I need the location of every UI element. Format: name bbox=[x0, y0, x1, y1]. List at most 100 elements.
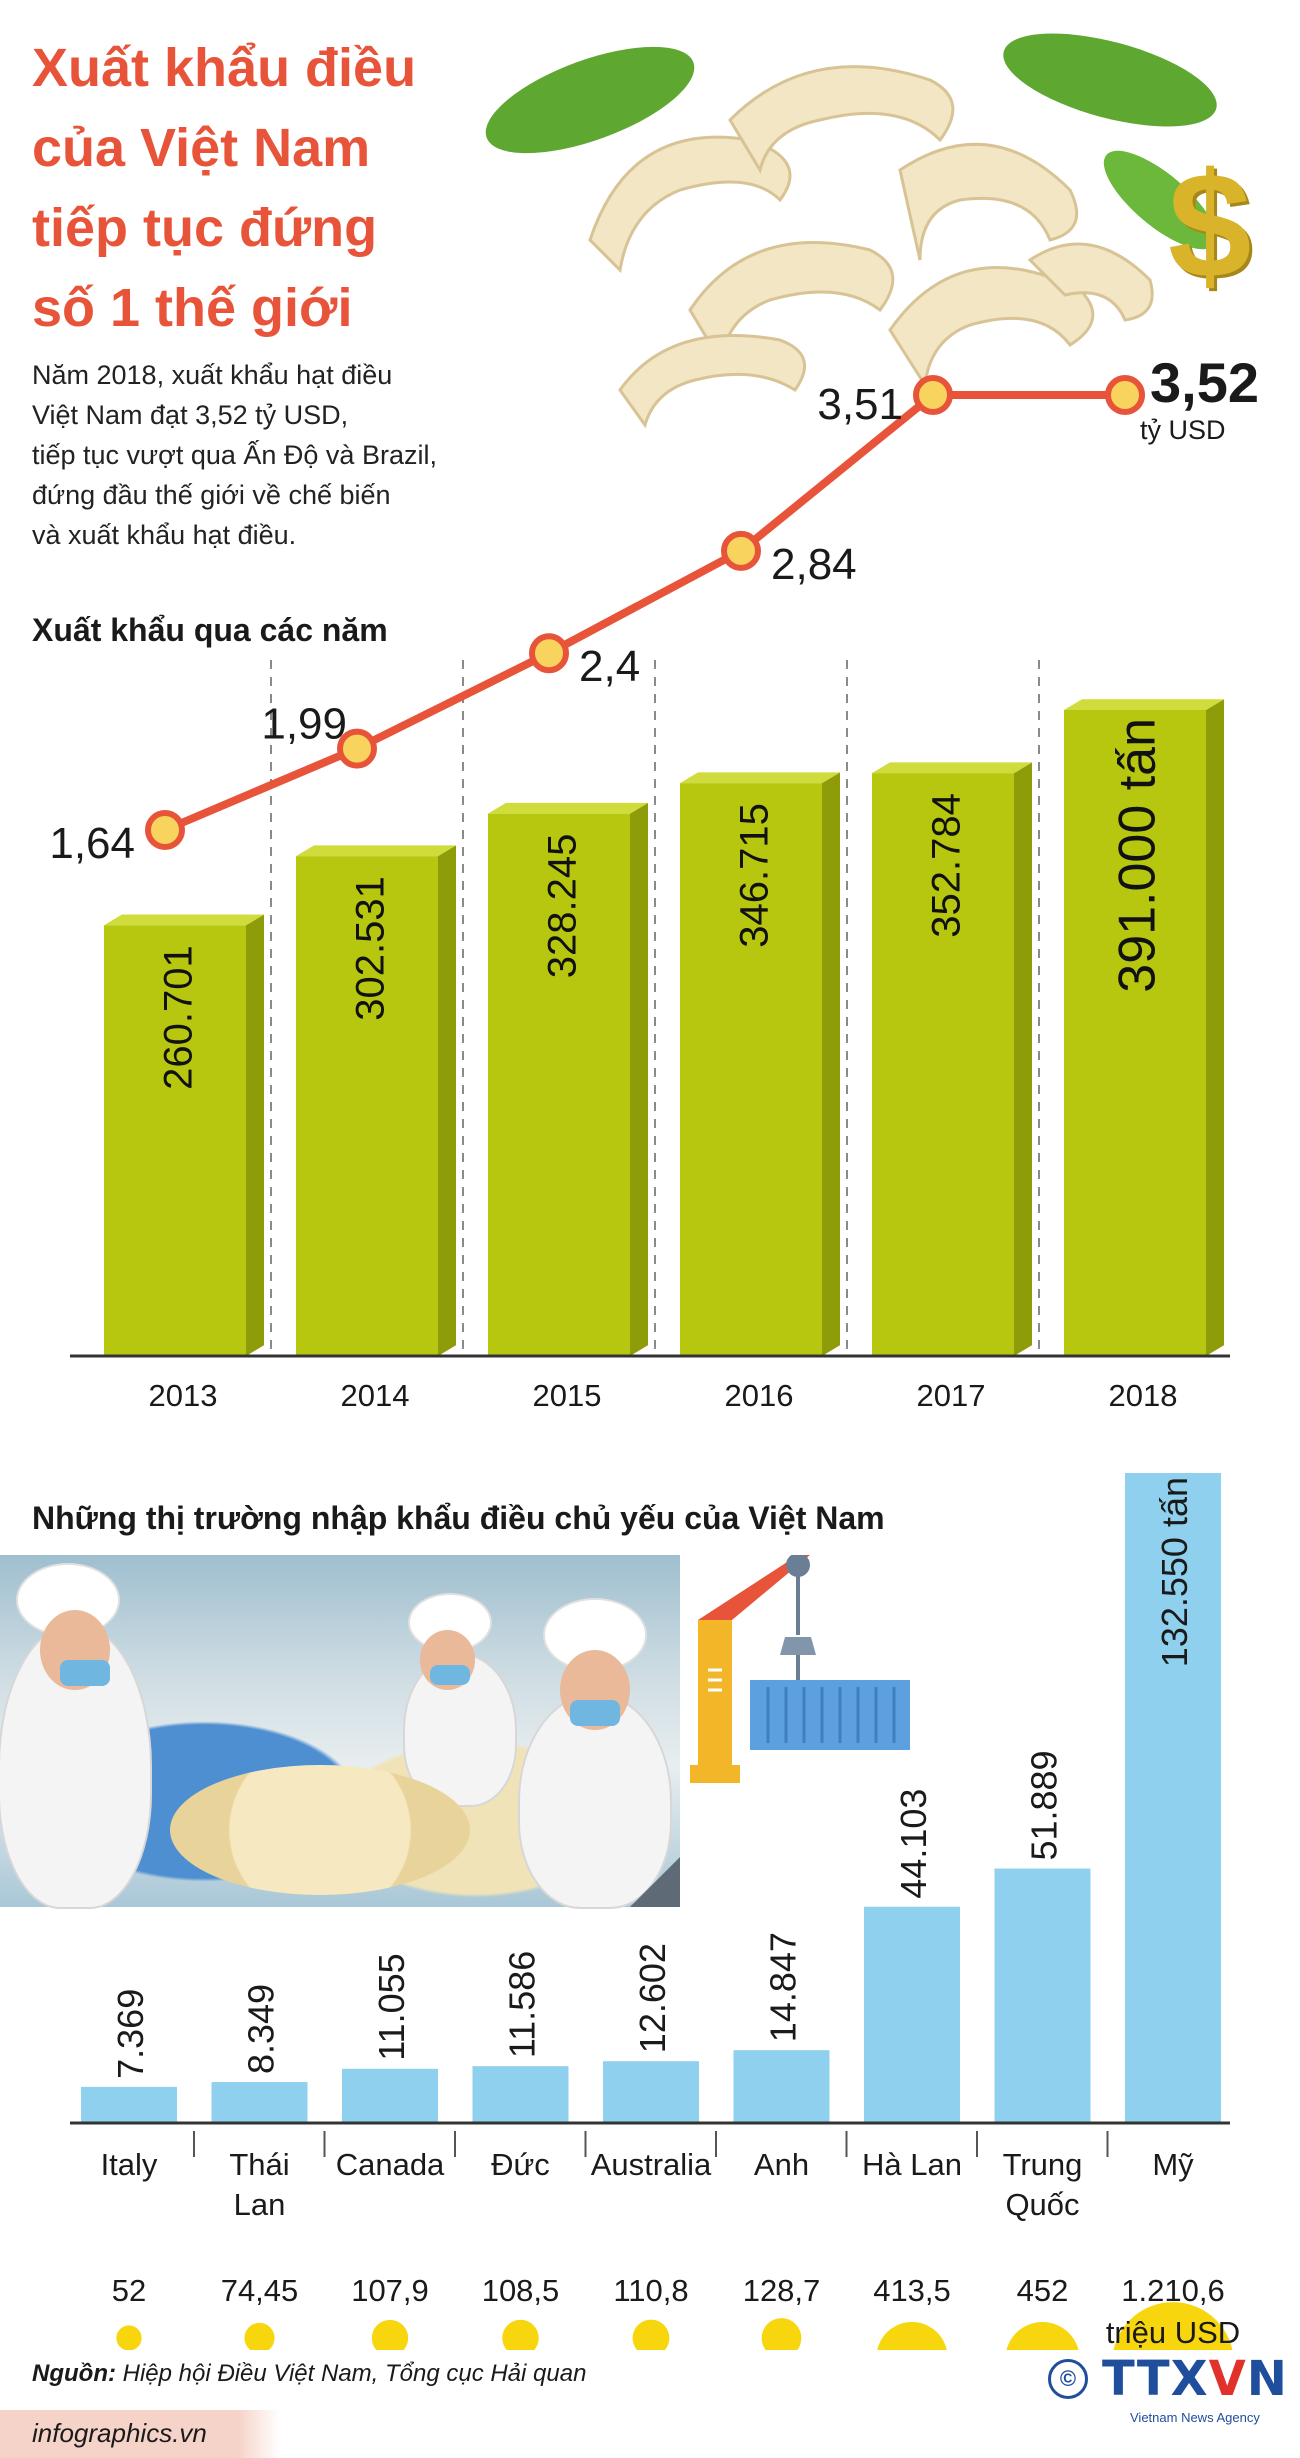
footer-site[interactable]: infographics.vn bbox=[32, 2418, 207, 2448]
value-line bbox=[163, 391, 1125, 834]
title-line: số 1 thế giới bbox=[32, 278, 353, 338]
bar-side bbox=[1014, 762, 1032, 1356]
usd-bubble bbox=[1113, 2302, 1233, 2350]
copyright-icon: © bbox=[1048, 2359, 1088, 2399]
market-value-label: 44.103 bbox=[893, 1789, 934, 1899]
value-label: 3,51 bbox=[817, 380, 903, 429]
crane-icon bbox=[690, 1555, 910, 1783]
usd-value-label: 452 bbox=[1017, 2273, 1069, 2308]
bar-value-label: 391.000 tấn bbox=[1109, 718, 1167, 993]
value-point bbox=[913, 375, 953, 415]
usd-value-label: 107,9 bbox=[351, 2273, 429, 2308]
x-tick-label: 2014 bbox=[341, 1378, 410, 1413]
market-bar bbox=[1125, 1473, 1221, 2123]
usd-value-label: 128,7 bbox=[743, 2273, 821, 2308]
bar-front bbox=[296, 856, 438, 1356]
logo-text-right: N bbox=[1246, 2351, 1288, 2407]
bar-value-label: 302.531 bbox=[349, 876, 393, 1021]
usd-value-label: 413,5 bbox=[873, 2273, 951, 2308]
intro-line: đứng đầu thế giới về chế biến bbox=[32, 480, 391, 510]
bar-front bbox=[488, 813, 630, 1356]
logo-text-left: TTX bbox=[1102, 2351, 1209, 2407]
usd-bubble bbox=[877, 2322, 947, 2350]
bar-top bbox=[296, 845, 456, 857]
bar-top bbox=[104, 914, 264, 926]
export-chart: 260.701 2013 302.531 2014 328.245 2015 346.715… bbox=[49, 375, 1230, 1413]
ttxvn-logo: © TTXVN bbox=[1048, 2355, 1288, 2403]
highlight-value: 3,52 bbox=[1150, 351, 1259, 414]
market-name: Thái Lan bbox=[229, 2147, 289, 2222]
usd-bubble bbox=[502, 2319, 539, 2350]
bar-front bbox=[680, 783, 822, 1356]
markets-chart: 7.369 Italy 52 8.349 Thái Lan 74,45 11.055 Canad… bbox=[70, 1473, 1240, 2350]
page-title: Xuất khẩu điều của Việt Nam tiếp tục đứn… bbox=[32, 28, 416, 348]
market-bar bbox=[472, 2066, 569, 2123]
source-label: Nguồn: bbox=[32, 2360, 116, 2387]
highlight-unit: tỷ USD bbox=[1140, 415, 1226, 445]
market-name: Australia bbox=[591, 2147, 712, 2182]
title-line: tiếp tục đứng bbox=[32, 198, 378, 258]
market-bar bbox=[342, 2068, 438, 2123]
title-line: của Việt Nam bbox=[32, 118, 371, 178]
bar-top bbox=[1064, 699, 1224, 710]
market-name: Anh bbox=[754, 2147, 809, 2182]
intro-line: và xuất khẩu hạt điều. bbox=[32, 520, 297, 550]
market-value-label: 8.349 bbox=[241, 1984, 282, 2074]
bar-side bbox=[246, 914, 264, 1356]
value-label: 2,4 bbox=[579, 642, 640, 691]
value-label: 1,99 bbox=[261, 700, 347, 749]
source-note: Nguồn: Hiệp hội Điều Việt Nam, Tổng cục … bbox=[32, 2360, 586, 2388]
market-value-label: 12.602 bbox=[632, 1943, 673, 2053]
usd-unit-label: triệu USD bbox=[1106, 2315, 1240, 2350]
value-label: 1,64 bbox=[49, 819, 135, 868]
dollar-icon: $ bbox=[1168, 141, 1252, 309]
source-text: Hiệp hội Điều Việt Nam, Tổng cục Hải qua… bbox=[122, 2360, 587, 2387]
bar-front bbox=[1064, 710, 1206, 1356]
market-bar bbox=[994, 1868, 1091, 2123]
market-bar bbox=[603, 2061, 699, 2123]
market-value-label: 132.550 tấn bbox=[1154, 1477, 1195, 1667]
title-line: Xuất khẩu điều bbox=[32, 38, 417, 98]
usd-bubble bbox=[371, 2319, 409, 2350]
value-label: 2,84 bbox=[771, 540, 857, 589]
bar-2013 bbox=[104, 914, 264, 1356]
intro-text: Năm 2018, xuất khẩu hạt điều Việt Nam đạ… bbox=[32, 355, 552, 555]
usd-bubble bbox=[244, 2322, 275, 2350]
usd-value-label: 108,5 bbox=[482, 2273, 560, 2308]
bar-value-label: 328.245 bbox=[541, 834, 585, 979]
logo-subtitle: Vietnam News Agency bbox=[1130, 2410, 1260, 2425]
bar-top bbox=[872, 762, 1032, 774]
market-name: Hà Lan bbox=[862, 2147, 962, 2182]
intro-line: Việt Nam đạt 3,52 tỷ USD, bbox=[32, 400, 349, 430]
market-value-label: 14.847 bbox=[763, 1932, 804, 2042]
bar-value-label: 352.784 bbox=[925, 793, 969, 938]
bar-2017 bbox=[872, 762, 1032, 1356]
value-point bbox=[145, 810, 185, 850]
intro-line: Năm 2018, xuất khẩu hạt điều bbox=[32, 360, 393, 390]
usd-value-label: 52 bbox=[112, 2273, 146, 2308]
market-bar bbox=[733, 2050, 830, 2123]
x-tick-label: 2016 bbox=[725, 1378, 794, 1413]
bar-2018 bbox=[1064, 699, 1224, 1356]
bar-2015 bbox=[488, 802, 648, 1356]
x-tick-label: 2015 bbox=[533, 1378, 602, 1413]
market-name: Đức bbox=[491, 2147, 550, 2182]
bar-top bbox=[488, 802, 648, 814]
market-value-label: 11.055 bbox=[371, 1953, 412, 2060]
usd-bubble bbox=[116, 2325, 142, 2350]
bar-side bbox=[1206, 699, 1224, 1356]
bar-side bbox=[822, 772, 840, 1356]
bar-top bbox=[680, 772, 840, 784]
market-name: Trung Quốc bbox=[1003, 2147, 1083, 2222]
bar-side bbox=[630, 802, 648, 1356]
value-point bbox=[721, 530, 761, 571]
x-tick-label: 2017 bbox=[917, 1378, 986, 1413]
market-value-label: 7.369 bbox=[110, 1989, 151, 2079]
usd-bubble bbox=[1006, 2322, 1079, 2350]
market-bar bbox=[864, 1906, 960, 2123]
bar-side bbox=[438, 845, 456, 1356]
value-point bbox=[337, 728, 377, 769]
market-bar bbox=[81, 2086, 177, 2123]
bar-2014 bbox=[296, 845, 456, 1356]
intro-line: tiếp tục vượt qua Ấn Độ và Brazil, bbox=[32, 440, 437, 470]
